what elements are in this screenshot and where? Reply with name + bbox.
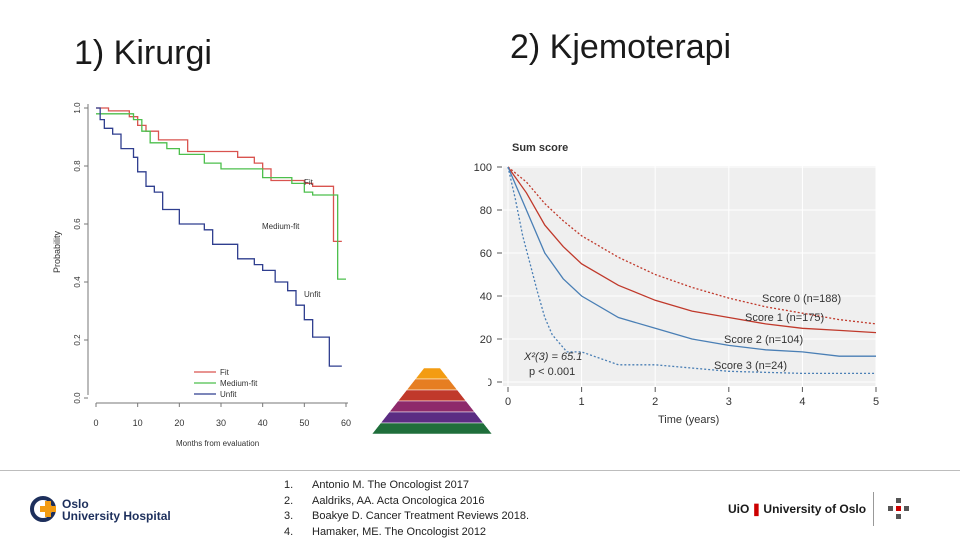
footer-divider <box>0 470 960 471</box>
kaplan-meier-chart-chemotherapy: Sum score Time (years) 0 20 40 60 80 100 0 1 2 3 4… <box>474 142 879 426</box>
c1-x-tick-label: 10 <box>133 418 143 428</box>
c1-y-tick-label: 0.0 <box>73 392 82 404</box>
c2-annotation: Score 3 (n=24) <box>714 360 787 372</box>
reference-item: 2. Aaldriks, AA. Acta Oncologica 2016 <box>284 494 485 507</box>
c1-series-unfit <box>96 107 342 367</box>
uio-abbrev: UiO <box>728 502 750 516</box>
c1-x-tick-label: 0 <box>93 418 98 428</box>
c1-y-tick-label: 0.6 <box>73 218 82 230</box>
c1-legend-label: Unfit <box>220 390 237 399</box>
uio-divider <box>873 492 874 526</box>
c2-x-tick-label: 5 <box>873 396 879 408</box>
c2-title: Sum score <box>512 142 568 154</box>
c2-y-tick-label: 0 <box>486 377 492 389</box>
c1-curve-label: Medium-fit <box>262 222 300 231</box>
c2-y-tick-label: 100 <box>474 162 492 174</box>
c2-annotation: X²(3) = 65.1 <box>523 351 582 363</box>
c2-y-tick-label: 60 <box>480 248 492 260</box>
c1-x-label: Months from evaluation <box>176 439 259 448</box>
c1-x-tick-label: 40 <box>258 418 268 428</box>
c2-x-label: Time (years) <box>658 414 719 426</box>
c1-series-medium-fit <box>96 113 346 280</box>
ous-logo-icon <box>30 496 56 522</box>
c2-x-tick-label: 4 <box>799 396 805 408</box>
reference-item: 4. Hamaker, ME. The Oncologist 2012 <box>284 525 487 538</box>
c1-y-tick-label: 0.2 <box>73 334 82 346</box>
ous-logo-line1: Oslo <box>62 497 89 511</box>
pyramid-level <box>406 378 458 391</box>
c2-annotation: p < 0.001 <box>529 366 575 378</box>
pyramid-level <box>371 422 493 435</box>
c2-y-tick-label: 20 <box>480 334 492 346</box>
uio-separator: ❚ <box>751 502 762 516</box>
references-list: 1. Antonio M. The Oncologist 2017 2. Aaldr… <box>284 478 529 540</box>
c1-y-tick-label: 0.4 <box>73 276 82 288</box>
c1-y-label: Probability <box>52 230 62 273</box>
c1-x-tick-label: 20 <box>174 418 184 428</box>
c1-x-tick-label: 30 <box>216 418 226 428</box>
c1-y-tick-label: 0.8 <box>73 160 82 172</box>
c2-y-tick-label: 40 <box>480 291 492 303</box>
c2-y-tick-label: 80 <box>480 205 492 217</box>
reference-item: 3. Boakye D. Cancer Treatment Reviews 201… <box>284 510 530 522</box>
pyramid-level <box>397 389 467 402</box>
slide-title-chemotherapy: 2) Kjemoterapi <box>510 28 732 66</box>
c1-legend-label: Medium-fit <box>220 379 258 388</box>
c1-curve-label: Fit <box>304 178 314 187</box>
c1-curve-label: Unfit <box>304 290 321 299</box>
c1-x-tick-label: 50 <box>299 418 309 428</box>
pyramid-level <box>388 400 476 413</box>
c2-x-tick-label: 3 <box>726 396 732 408</box>
reference-item: 1. Antonio M. The Oncologist 2017 <box>284 479 469 491</box>
c2-annotation: Score 2 (n=104) <box>724 334 803 346</box>
c2-annotation: Score 1 (n=175) <box>745 312 824 324</box>
c2-series-score-1 <box>507 166 877 334</box>
slide-title-surgery: 1) Kirurgi <box>74 34 212 72</box>
c1-series-fit <box>96 107 342 243</box>
uio-name: University of Oslo <box>763 502 867 516</box>
c2-series-score-2 <box>507 166 876 357</box>
university-of-oslo-logo: UiO ❚ University of Oslo <box>728 502 866 516</box>
c2-x-tick-label: 0 <box>505 396 511 408</box>
c1-legend-box <box>188 366 272 398</box>
c2-x-tick-label: 2 <box>652 396 658 408</box>
c1-legend-label: Fit <box>220 368 230 377</box>
c2-series-score-3 <box>507 166 876 375</box>
frailty-pyramid-image <box>371 356 493 438</box>
uio-apollon-icon <box>888 498 909 519</box>
c2-annotation: Score 0 (n=188) <box>762 293 841 305</box>
c1-x-tick-label: 60 <box>341 418 351 428</box>
kaplan-meier-chart-surgery: Months from evaluation Probability 0 10 20… <box>52 102 351 448</box>
c2-x-tick-label: 1 <box>579 396 585 408</box>
pyramid-level <box>380 411 484 424</box>
c1-y-tick-label: 1.0 <box>73 102 82 114</box>
ous-logo-line2: University Hospital <box>62 509 171 523</box>
c2-series-score-0 <box>507 166 877 325</box>
